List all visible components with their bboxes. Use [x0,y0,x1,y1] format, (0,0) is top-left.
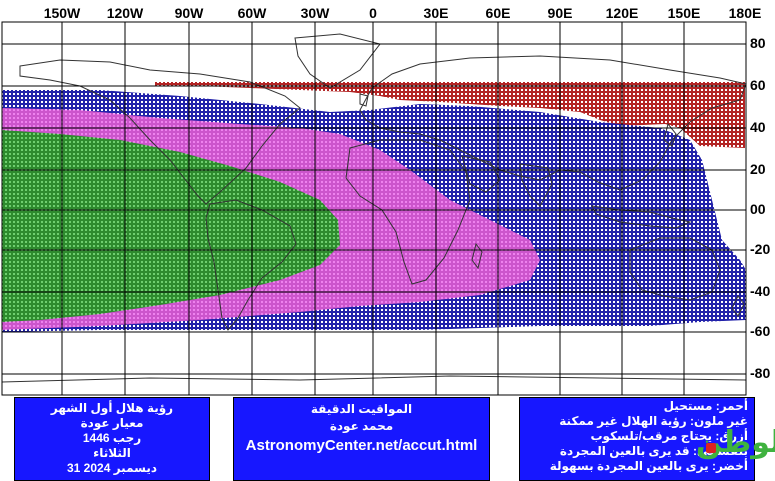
lon-label: 120W [107,5,144,21]
credits-box: المواقيت الدقيقة محمد عودة AstronomyCent… [233,397,490,481]
criterion-label: معيار عودة [80,416,144,430]
uk-outline [359,93,369,107]
lat-label: -40 [750,283,770,299]
green-zone [2,130,340,322]
legend-item: أخضر: يرى بالعين المجردة بسهولة [549,459,748,473]
legend-box: أحمر: مستحيل غير ملون: رؤية الهلال غير م… [519,397,755,481]
red-zone [155,82,745,148]
longitude-labels: 150W 120W 90W 60W 30W 0 30E 60E 90E 120E… [44,5,762,21]
visibility-world-map: 150W 120W 90W 60W 30W 0 30E 60E 90E 120E… [1,5,770,396]
watermark-logo: الوطن [696,425,775,477]
lon-label: 0 [369,5,377,21]
lon-label: 60E [486,5,511,21]
box-title: رؤية هلال أول الشهر [50,401,174,415]
lat-label: 40 [750,119,766,135]
lon-label: 30E [424,5,449,21]
japan-outline [663,122,677,147]
lon-label: 30W [301,5,331,21]
logo-red-mark [706,443,716,453]
india-outline [519,163,553,207]
lon-label: 90E [548,5,573,21]
source-url-link[interactable]: AstronomyCenter.net/accut.html [245,437,478,454]
legend-item: أحمر: مستحيل [663,399,748,413]
lon-label: 120E [606,5,639,21]
graticule [1,21,747,396]
legend-item: أزرق: يحتاج مرقب/تلسكوب [590,429,749,443]
lat-label: 00 [750,201,766,217]
weekday: الثلاثاء [93,446,131,460]
lon-label: 150W [44,5,81,21]
lon-label: 150E [668,5,701,21]
lat-label: 80 [750,35,766,51]
credits-title: المواقيت الدقيقة [310,402,413,416]
legend-item: غير ملون: رؤية الهلال غير ممكنة [559,414,748,428]
lat-label: 20 [750,161,766,177]
new-zealand-outline [731,295,745,317]
continent-outlines [1,33,747,383]
author-name: محمد عودة [329,419,394,433]
lat-label: -80 [750,365,770,381]
madagascar-outline [471,242,483,270]
eurasia-outline [359,55,747,191]
lon-label: 180E [729,5,762,21]
greenland-outline [294,33,381,89]
hijri-month: رجب 1446 [82,431,142,445]
africa-outline [345,139,471,285]
north-america-outline [19,59,301,205]
lat-label: 60 [750,77,766,93]
arabia-outline [461,155,501,193]
gregorian-date: 31 ديسمبر 2024 [66,461,157,475]
latitude-labels: 80 60 40 20 00 -20 -40 -60 -80 [750,35,770,381]
lon-label: 60W [238,5,268,21]
calendar-info-box: رؤية هلال أول الشهر معيار عودة رجب 1446 … [14,397,210,481]
indonesia-outline [591,205,692,229]
lat-label: -60 [750,323,770,339]
legend-item: بنفسجي: قد يرى بالعين المجردة [559,444,748,458]
lon-label: 90W [175,5,205,21]
logo-text: الوطن [696,426,775,459]
lat-label: -20 [750,241,770,257]
